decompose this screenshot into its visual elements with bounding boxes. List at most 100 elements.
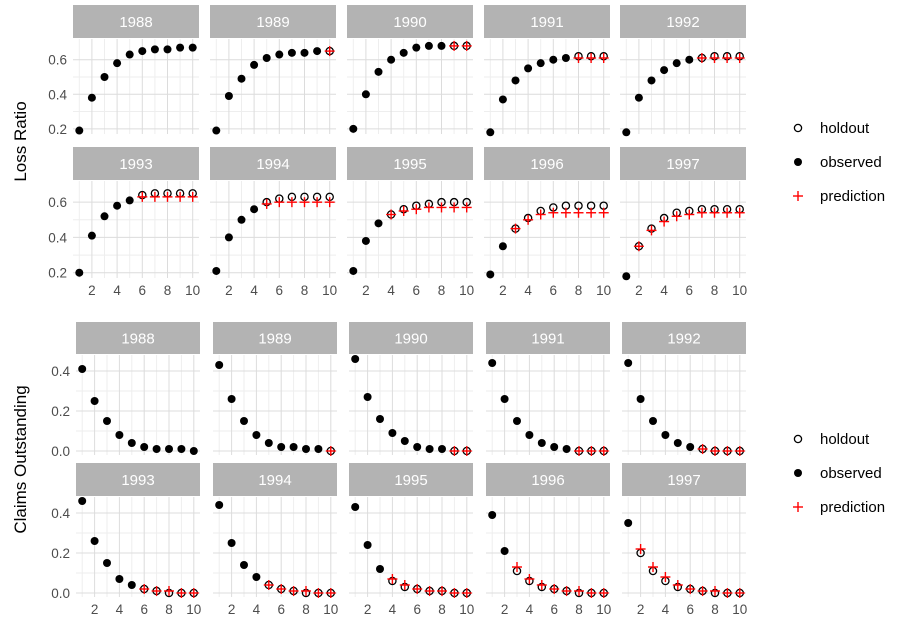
x-tick-label: 4 bbox=[524, 283, 532, 298]
panel-strip-label: 1995 bbox=[393, 156, 426, 173]
observed-point bbox=[113, 201, 122, 210]
observed-point bbox=[90, 537, 99, 545]
prediction-mark bbox=[299, 197, 310, 208]
observed-point bbox=[252, 573, 261, 581]
x-tick-label: 2 bbox=[362, 283, 370, 298]
panel-strip-label: 1992 bbox=[667, 331, 700, 348]
x-tick-label: 6 bbox=[139, 283, 147, 298]
observed-point bbox=[413, 443, 422, 451]
panel-strip-label: 1990 bbox=[394, 331, 427, 348]
x-tick-label: 4 bbox=[660, 283, 668, 298]
panel-1993: 1993 0.0 0.2 0.4 2 4 6 8 10 bbox=[51, 463, 201, 617]
observed-point bbox=[647, 76, 656, 85]
prediction-mark bbox=[685, 584, 696, 594]
observed-point bbox=[513, 417, 521, 425]
observed-point bbox=[672, 59, 681, 68]
loss-ratio-chart: 1988 0.2 0.4 0.6 1989 1990 1991 1992 1993 0.2 0.4 0… bbox=[11, 5, 885, 298]
y-tick-label: 0.6 bbox=[48, 195, 67, 210]
legend: holdout observed prediction bbox=[793, 431, 885, 516]
panel-strip bbox=[349, 322, 473, 354]
x-tick-label: 4 bbox=[253, 602, 261, 617]
prediction-mark bbox=[512, 562, 522, 572]
prediction-mark bbox=[710, 586, 720, 596]
panel-strip bbox=[210, 147, 336, 180]
observed-point bbox=[536, 59, 545, 68]
panel-1997: 1997 2 4 6 8 10 bbox=[620, 147, 747, 298]
prediction-mark bbox=[535, 209, 546, 220]
observed-point bbox=[686, 443, 695, 451]
prediction-mark bbox=[461, 40, 472, 51]
legend-holdout-symbol bbox=[793, 434, 803, 444]
panel-strip-label: 1990 bbox=[393, 14, 426, 31]
prediction-mark bbox=[561, 586, 572, 596]
prediction-mark bbox=[461, 446, 472, 456]
observed-point bbox=[289, 443, 298, 451]
prediction-mark bbox=[586, 588, 597, 598]
panel-strip bbox=[622, 463, 746, 496]
prediction-mark bbox=[188, 588, 199, 598]
y-tick-label: 0.2 bbox=[51, 404, 70, 419]
panel-1990: 1990 bbox=[349, 322, 473, 456]
panel-strip-label: 1989 bbox=[256, 14, 289, 31]
observed-point bbox=[212, 266, 221, 275]
panel-1994: 1994 2 4 6 8 10 bbox=[210, 147, 337, 298]
prediction-mark bbox=[324, 46, 335, 57]
x-tick-label: 2 bbox=[637, 602, 645, 617]
observed-point bbox=[624, 359, 633, 367]
x-tick-label: 10 bbox=[322, 283, 337, 298]
prediction-mark bbox=[312, 197, 323, 208]
prediction-mark bbox=[709, 207, 720, 218]
observed-point bbox=[387, 55, 396, 64]
observed-point bbox=[498, 242, 507, 251]
prediction-mark bbox=[598, 588, 609, 598]
prediction-mark bbox=[187, 191, 198, 202]
x-tick-label: 8 bbox=[302, 602, 310, 617]
x-tick-label: 10 bbox=[459, 602, 474, 617]
panel-strip bbox=[486, 463, 610, 496]
x-tick-label: 10 bbox=[732, 602, 747, 617]
observed-point bbox=[561, 54, 570, 62]
panel-strip bbox=[484, 5, 610, 38]
prediction-mark bbox=[324, 197, 335, 208]
prediction-mark bbox=[697, 444, 708, 454]
prediction-mark bbox=[646, 225, 657, 236]
x-tick-label: 8 bbox=[438, 283, 446, 298]
panel-strip-label: 1996 bbox=[530, 156, 563, 173]
prediction-mark bbox=[175, 191, 186, 202]
x-tick-label: 6 bbox=[686, 602, 694, 617]
panel-strip bbox=[349, 463, 473, 496]
panel-strip-label: 1994 bbox=[256, 156, 289, 173]
panel-1997: 1997 2 4 6 8 10 bbox=[622, 463, 747, 617]
prediction-mark bbox=[461, 202, 472, 213]
observed-point bbox=[163, 45, 172, 54]
x-tick-label: 10 bbox=[732, 283, 747, 298]
prediction-mark bbox=[598, 446, 609, 456]
panel-strip-label: 1995 bbox=[394, 472, 427, 489]
prediction-mark bbox=[286, 197, 297, 208]
x-tick-label: 4 bbox=[662, 602, 670, 617]
observed-point bbox=[486, 270, 495, 279]
x-tick-label: 6 bbox=[686, 283, 694, 298]
x-tick-label: 4 bbox=[113, 283, 121, 298]
y-tick-label: 0.2 bbox=[48, 266, 67, 281]
observed-point bbox=[78, 365, 87, 373]
x-tick-label: 8 bbox=[711, 602, 719, 617]
x-tick-label: 2 bbox=[228, 602, 236, 617]
prediction-mark bbox=[722, 207, 733, 218]
panel-1991: 1991 bbox=[486, 322, 610, 456]
observed-point bbox=[262, 54, 271, 62]
observed-point bbox=[424, 41, 433, 50]
panel-strip-label: 1997 bbox=[667, 472, 700, 489]
observed-point bbox=[438, 445, 446, 453]
observed-point bbox=[212, 126, 221, 135]
prediction-mark bbox=[137, 191, 148, 202]
x-tick-label: 8 bbox=[438, 602, 446, 617]
observed-point bbox=[351, 503, 360, 511]
x-tick-label: 2 bbox=[91, 602, 99, 617]
panel-strip bbox=[213, 463, 337, 496]
panel-strip bbox=[486, 322, 610, 354]
observed-point bbox=[100, 212, 109, 221]
observed-point bbox=[351, 355, 360, 363]
observed-point bbox=[500, 547, 509, 555]
